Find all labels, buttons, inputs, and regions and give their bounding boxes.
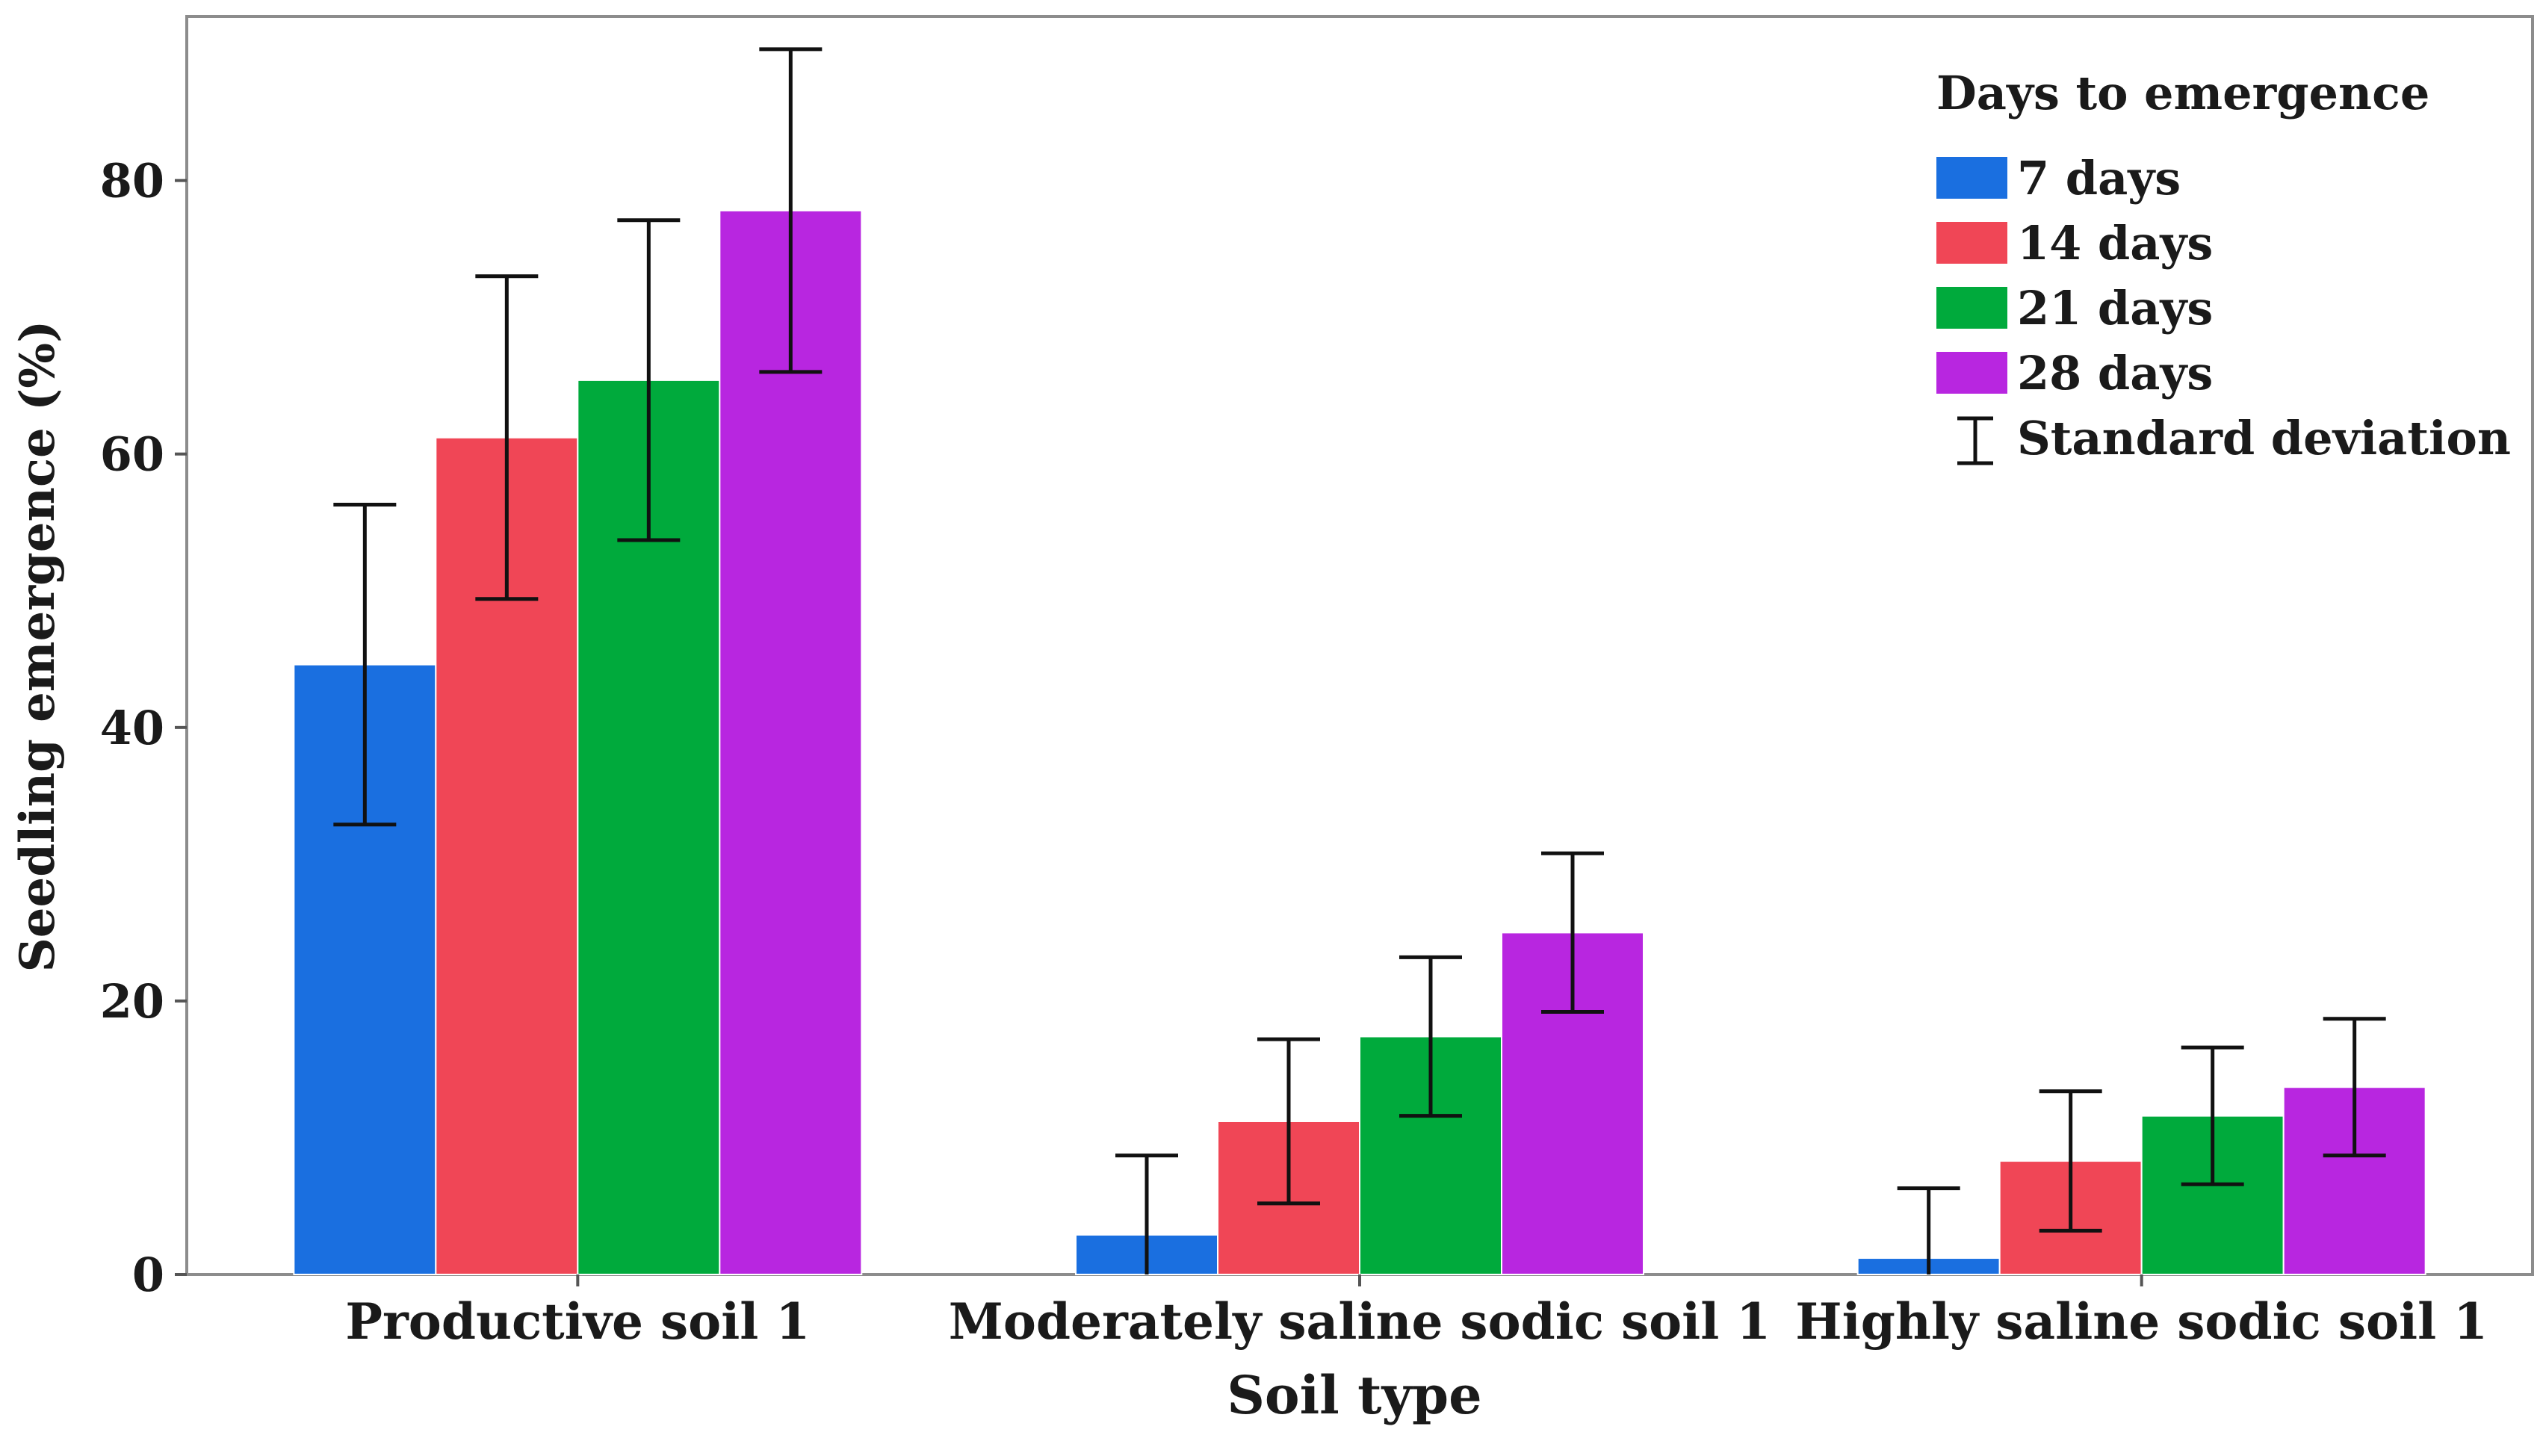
legend-label: 21 days: [2017, 281, 2213, 335]
legend-swatch: [1936, 352, 2007, 394]
legend: Days to emergence 7 days 14 days 21 days 28…: [1936, 66, 2511, 465]
legend-label-error: Standard deviation: [2017, 411, 2511, 465]
y-tick-label: 40: [100, 701, 164, 755]
x-axis: Productive soil 1 Moderately saline sodic…: [345, 1274, 2488, 1351]
legend-swatch: [1936, 287, 2007, 329]
legend-label: 14 days: [2017, 216, 2213, 270]
y-tick-label: 20: [100, 974, 164, 1029]
legend-label: 7 days: [2017, 151, 2181, 205]
error-bars: [333, 47, 2386, 1274]
legend-label: 28 days: [2017, 346, 2213, 400]
y-tick-label: 60: [100, 427, 164, 482]
bar: [719, 209, 863, 1275]
x-tick-label: Moderately saline sodic soil 1: [949, 1292, 1771, 1351]
y-axis: 0 20 40 60 80: [100, 154, 187, 1302]
x-tick-label: Productive soil 1: [345, 1292, 810, 1351]
legend-title: Days to emergence: [1936, 66, 2429, 120]
y-tick-label: 0: [132, 1248, 164, 1302]
legend-swatch: [1936, 222, 2007, 264]
legend-swatch: [1936, 157, 2007, 199]
y-tick-label: 80: [100, 154, 164, 208]
x-axis-title: Soil type: [1227, 1364, 1481, 1426]
x-tick-label: Highly saline sodic soil 1: [1795, 1292, 2488, 1351]
y-axis-title: Seedling emergence (%): [10, 320, 66, 973]
